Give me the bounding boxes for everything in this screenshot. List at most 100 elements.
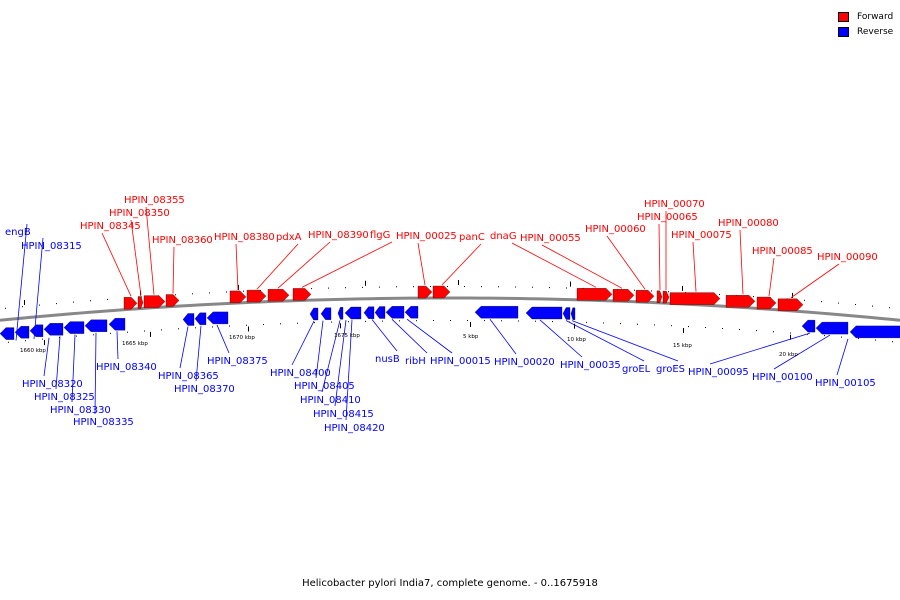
reverse-gene-arrow (363, 306, 375, 319)
gene-label-hpin-00095: HPIN_00095 (688, 367, 749, 378)
scale-dot (430, 286, 431, 287)
scale-dot (382, 320, 383, 322)
gene-label-hpin-08320: HPIN_08320 (22, 379, 83, 390)
scale-dot (515, 286, 516, 288)
leader-line (709, 332, 811, 365)
scale-dot (76, 335, 77, 337)
scale-dot (464, 286, 465, 287)
scale-dot (8, 341, 9, 343)
leader-line (71, 334, 76, 403)
scale-tick (792, 292, 793, 298)
forward-gene-arrow (669, 292, 721, 305)
scale-dot (532, 286, 533, 288)
scale-dot (263, 324, 264, 325)
leader-line (345, 319, 353, 421)
reverse-gene-arrow (525, 306, 563, 320)
leader-line (101, 232, 132, 297)
scale-dot (280, 323, 281, 325)
scale-dot (889, 307, 890, 309)
legend-reverse: Reverse (838, 24, 893, 39)
forward-gene-arrow (229, 290, 247, 304)
leader-line (406, 318, 453, 354)
scale-dot (297, 322, 298, 324)
scale-dot (93, 334, 94, 336)
scale-dot (719, 294, 720, 295)
scale-dot (498, 286, 499, 288)
forward-gene-arrow (612, 289, 635, 302)
gene-label-hpin-08405: HPIN_08405 (294, 381, 355, 392)
gene-label-hpin-08350: HPIN_08350 (109, 208, 170, 219)
scale-dot (328, 287, 329, 289)
scale-tick (238, 284, 239, 290)
leader-line (130, 219, 142, 296)
scale-dot (467, 320, 468, 321)
forward-gene-arrow (576, 288, 613, 301)
leader-line (55, 336, 61, 390)
scale-dot (141, 296, 142, 298)
reverse-gene-arrow (849, 325, 900, 339)
leader-line (836, 338, 849, 376)
scale-dot (705, 327, 706, 328)
leader-line (417, 242, 426, 286)
scale-dot (651, 290, 652, 292)
gene-label-hpin-08400: HPIN_08400 (270, 368, 331, 379)
scale-dot (243, 290, 244, 292)
scale-dot (634, 289, 635, 291)
forward-gene-arrow (725, 295, 756, 308)
gene-label-hpin-08380: HPIN_08380 (214, 232, 275, 243)
reverse-gene-arrow (14, 326, 30, 339)
scale-label: 1665 kbp (122, 341, 148, 347)
scale-tick (790, 334, 791, 340)
scale-dot (790, 332, 791, 334)
scale-dot (396, 286, 397, 288)
legend-forward-label: Forward (857, 11, 894, 22)
scale-dot (416, 320, 417, 322)
scale-dot (25, 340, 26, 342)
gene-label-hpin-00015: HPIN_00015 (430, 356, 491, 367)
scale-dot (311, 288, 312, 290)
reverse-gene-arrow (320, 307, 332, 320)
reverse-gene-arrow (801, 319, 816, 333)
scale-dot (433, 320, 434, 321)
scale-dot (73, 301, 74, 303)
reverse-swatch (838, 26, 849, 37)
reverse-gene-arrow (374, 306, 386, 319)
scale-dot (858, 338, 859, 339)
leader-line (235, 243, 239, 290)
forward-gene-arrow (656, 290, 663, 303)
scale-dot (753, 296, 754, 298)
scale-tick (683, 328, 684, 333)
scale-dot (841, 336, 842, 338)
leader-line (571, 320, 679, 362)
gene-label-hpin-00055: HPIN_00055 (520, 233, 581, 244)
leader-line (441, 243, 482, 286)
scale-dot (161, 329, 162, 331)
scale-dot (549, 287, 550, 289)
scale-dot (246, 324, 247, 326)
reverse-gene-arrow (84, 319, 108, 332)
scale-dot (892, 341, 893, 343)
reverse-gene-arrow (108, 318, 126, 331)
gene-label-nusb: nusB (375, 354, 400, 365)
scale-dot (195, 327, 196, 329)
forward-gene-arrow (123, 297, 138, 310)
scale-dot (362, 286, 363, 288)
scale-dot (226, 291, 227, 293)
scale-dot (855, 304, 856, 305)
label-leader-lines (15, 206, 849, 421)
scale-dot (824, 335, 825, 337)
scale-label: 15 kbp (673, 343, 692, 349)
scale-dot (345, 287, 346, 289)
reverse-gene-arrow (194, 312, 207, 325)
scale-dot (175, 294, 176, 296)
scale-dot (773, 331, 774, 333)
reverse-gene-arrow (206, 311, 229, 325)
scale-dot (110, 332, 111, 334)
gene-label-dnag: dnaG (490, 231, 517, 242)
scale-dot (603, 322, 604, 324)
gene-label-hpin-08360: HPIN_08360 (152, 235, 213, 246)
leader-line (489, 318, 517, 355)
gene-label-flgg: flgG (370, 230, 390, 241)
scale-label: 1660 kbp (20, 348, 46, 354)
forward-gene-arrow (143, 295, 166, 308)
